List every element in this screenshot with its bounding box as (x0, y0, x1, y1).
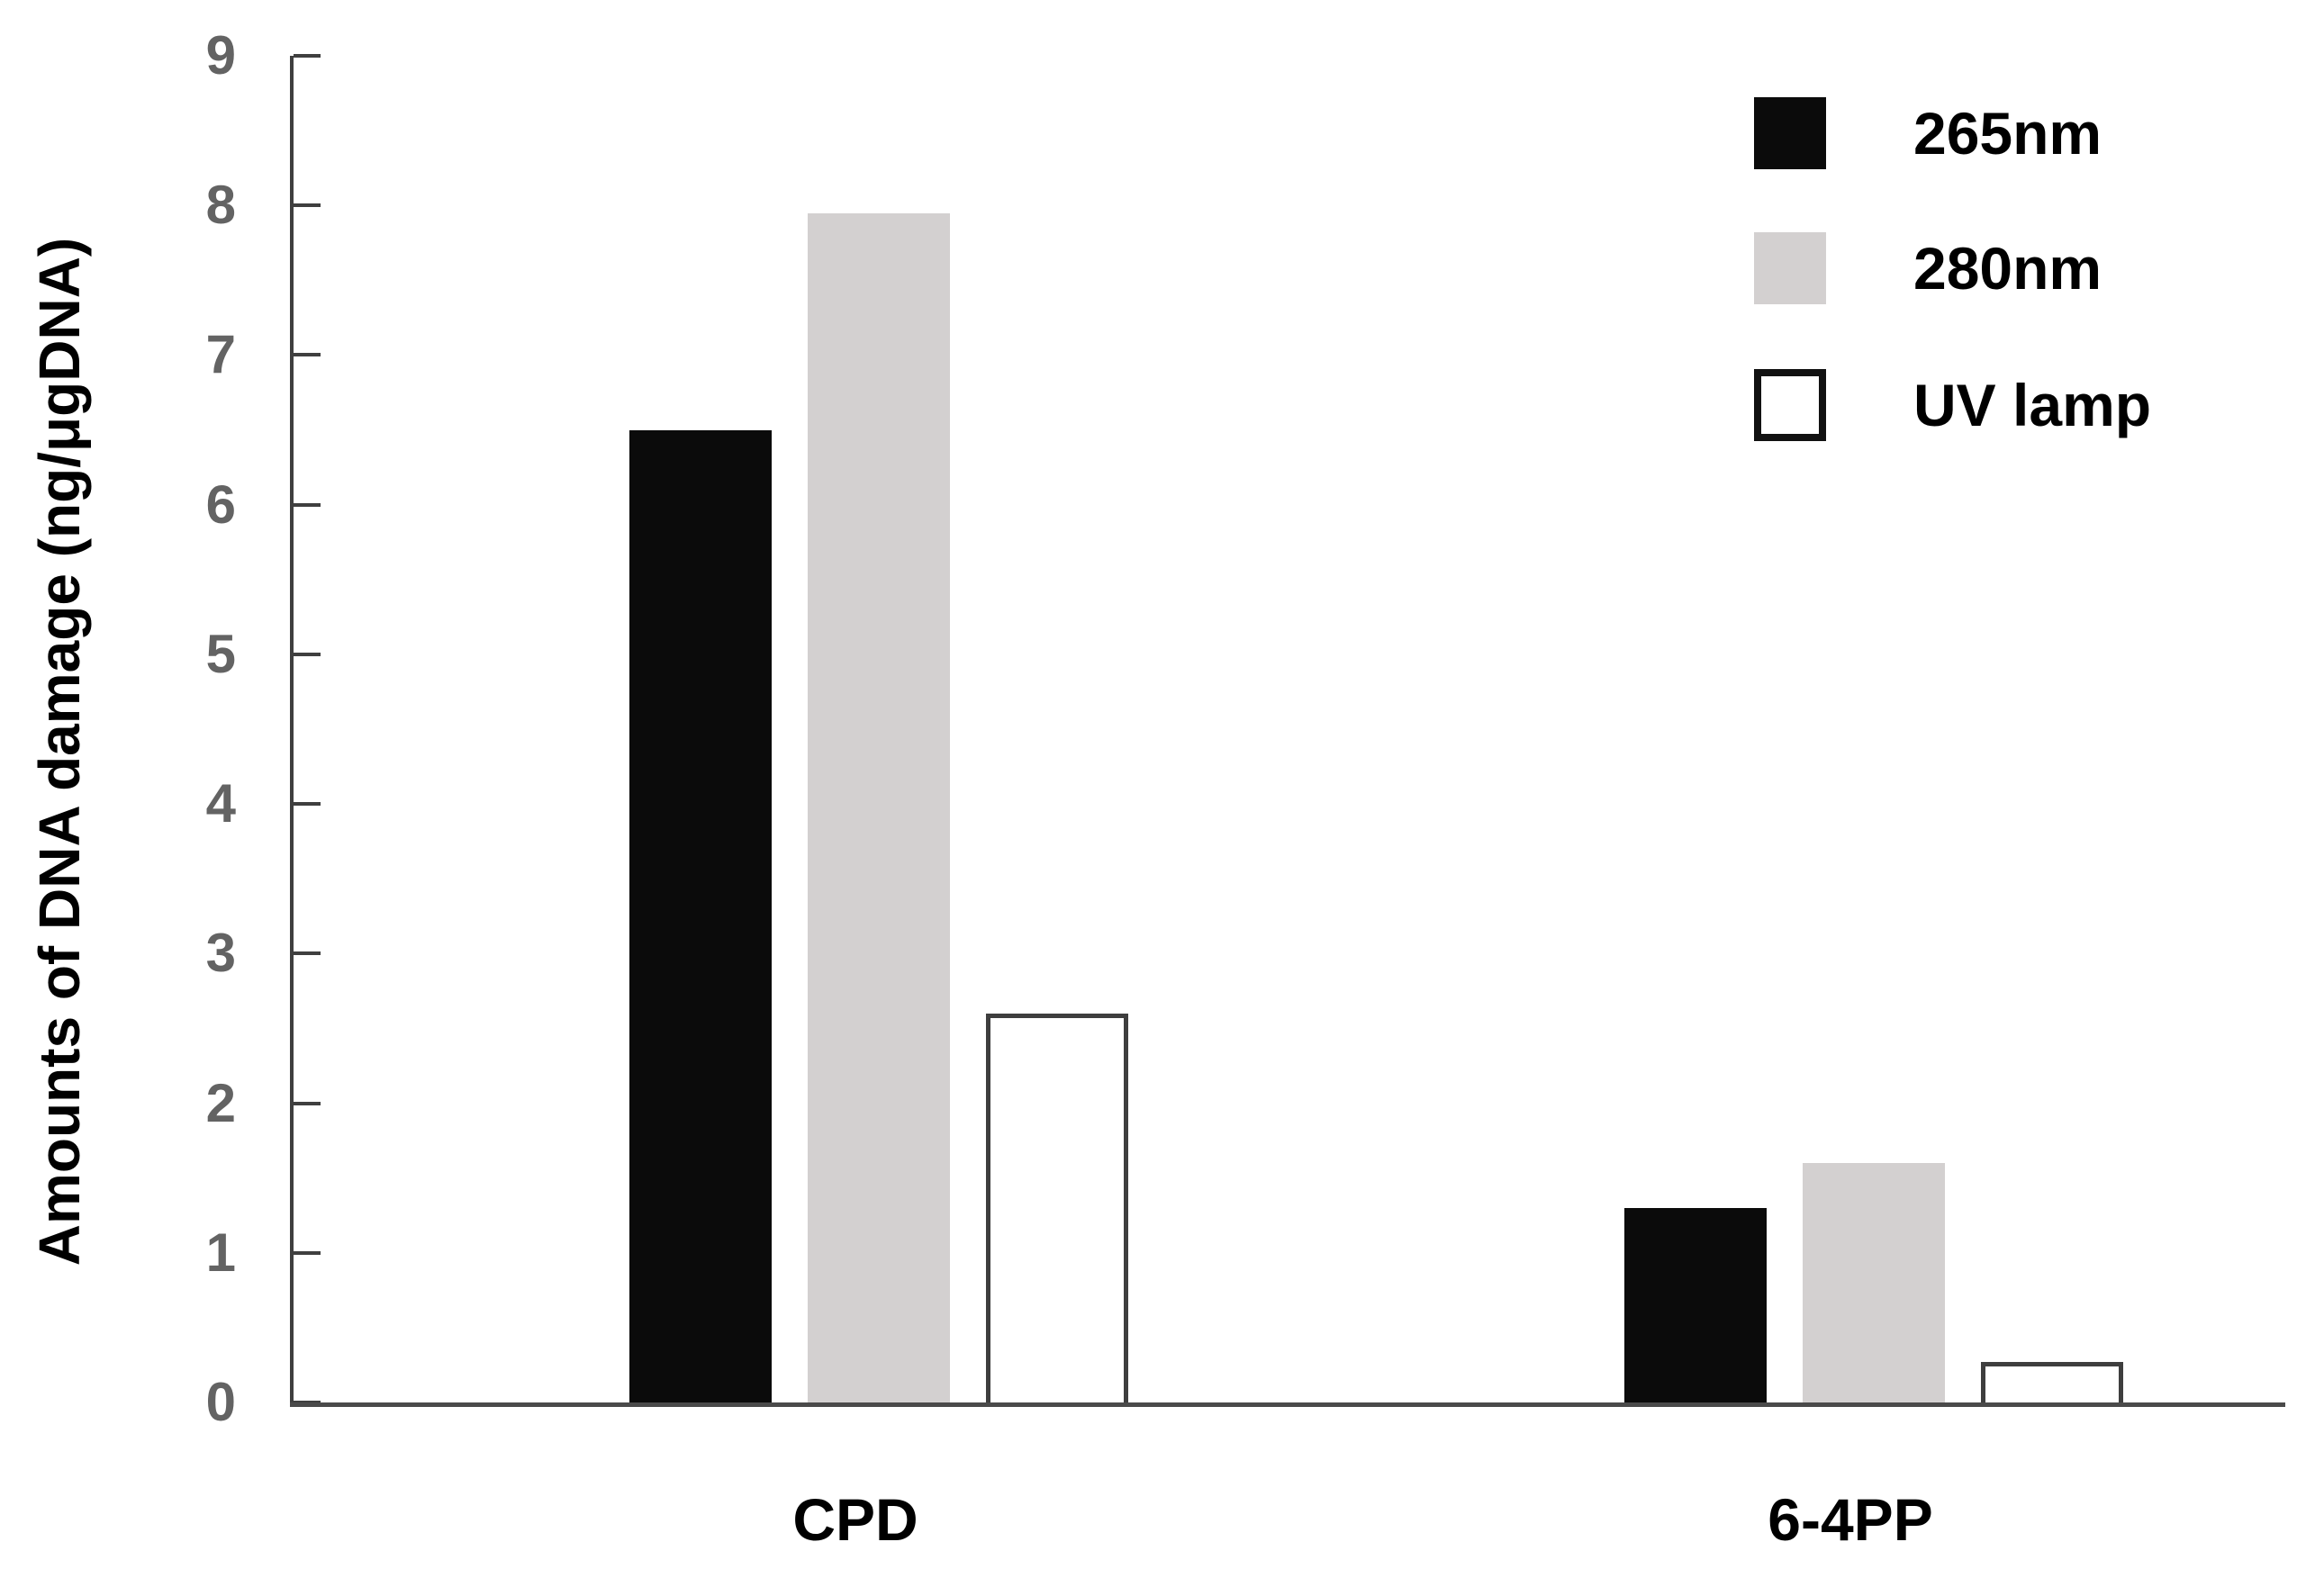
bar-280nm-cpd (808, 213, 950, 1402)
y-tick-mark (294, 1101, 321, 1105)
y-axis-line (290, 56, 294, 1407)
bar-uv-lamp-cpd (986, 1014, 1128, 1402)
y-tick-label: 6 (205, 473, 236, 535)
category-label-6-4pp: 6-4PP (1768, 1486, 1933, 1553)
legend-label-uv-lamp: UV lamp (1913, 372, 2152, 438)
y-tick-mark (294, 502, 321, 507)
y-tick-label: 0 (205, 1372, 236, 1432)
y-tick-label: 3 (205, 923, 236, 984)
y-tick-label: 5 (205, 623, 236, 684)
legend-label-280nm: 280nm (1913, 235, 2102, 302)
legend-label-265nm: 265nm (1913, 100, 2102, 167)
bar-265nm-cpd (629, 430, 772, 1402)
y-tick-label: 9 (205, 25, 236, 86)
y-tick-mark (294, 203, 321, 208)
bar-265nm-6-4pp (1624, 1208, 1767, 1402)
y-tick-label: 7 (205, 324, 236, 385)
y-tick-mark (294, 652, 321, 656)
legend-swatch-uv-lamp (1754, 369, 1826, 441)
legend-swatch-280nm (1754, 232, 1826, 304)
x-axis-line (290, 1402, 2285, 1407)
category-label-cpd: CPD (792, 1486, 918, 1553)
y-tick-mark (294, 1250, 321, 1255)
y-tick-mark (294, 353, 321, 357)
y-tick-label: 8 (205, 175, 236, 236)
y-tick-label: 1 (205, 1222, 236, 1283)
bar-uv-lamp-6-4pp (1981, 1362, 2123, 1402)
y-tick-mark (294, 951, 321, 956)
y-tick-label: 2 (205, 1072, 236, 1133)
y-tick-mark (294, 54, 321, 58)
y-tick-mark (294, 802, 321, 807)
bar-280nm-6-4pp (1803, 1163, 1945, 1402)
legend-swatch-265nm (1754, 97, 1826, 169)
y-tick-label: 4 (205, 773, 236, 834)
